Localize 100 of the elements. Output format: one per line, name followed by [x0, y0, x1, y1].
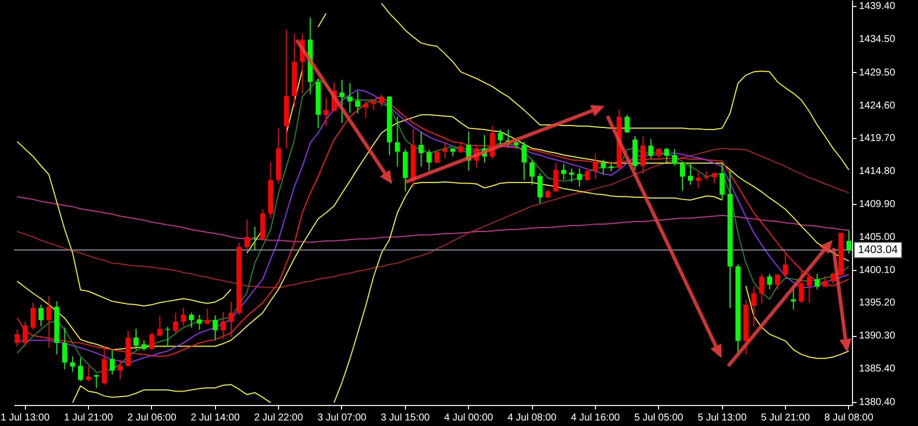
candlestick: [434, 149, 440, 164]
candlestick: [830, 272, 836, 284]
candlestick: [78, 357, 84, 382]
candlestick: [149, 332, 154, 350]
candlestick: [790, 288, 796, 310]
candlestick: [339, 79, 344, 124]
candlestick: [46, 295, 52, 348]
candlestick: [584, 168, 590, 182]
candlestick: [70, 356, 76, 372]
candlestick: [569, 168, 574, 182]
candlestick: [141, 340, 146, 351]
candlestick: [228, 301, 234, 338]
candlestick: [648, 138, 654, 159]
candlestick: [38, 304, 44, 327]
candlestick: [672, 148, 678, 166]
candlestick: [498, 129, 503, 147]
x-tick-label: 8 Jul 08:00: [824, 412, 874, 424]
candlestick: [363, 100, 368, 119]
candlestick: [522, 141, 527, 180]
candlestick: [14, 329, 20, 347]
candlestick: [181, 308, 186, 326]
candlestick: [530, 159, 535, 186]
candlestick: [418, 132, 424, 167]
candlestick: [640, 136, 646, 174]
candlestick: [664, 147, 670, 163]
candlestick: [782, 253, 788, 278]
candlestick: [600, 159, 606, 175]
y-tick-label: 1390.30: [859, 330, 896, 342]
candlestick: [22, 320, 28, 347]
candlestick: [806, 272, 812, 304]
x-tick-label: 2 Jul 22:00: [254, 412, 304, 424]
x-tick-label: 1 Jul 21:00: [64, 412, 114, 424]
y-tick-label: 1400.10: [859, 264, 896, 276]
candlestick: [347, 82, 352, 114]
y-tick-label: 1414.80: [859, 166, 896, 178]
candlestick: [688, 162, 693, 186]
candlestick: [624, 114, 630, 134]
x-tick-label: 3 Jul 07:00: [317, 412, 367, 424]
candlestick: [814, 273, 820, 290]
candlestick: [696, 170, 701, 188]
x-tick-label: 5 Jul 05:00: [634, 412, 684, 424]
candlestick: [553, 162, 558, 192]
candlestick: [426, 149, 432, 171]
candlestick: [561, 163, 566, 180]
x-tick-label: 1 Jul 13:00: [0, 412, 50, 424]
y-tick-label: 1429.50: [859, 67, 896, 78]
candlestick: [712, 172, 717, 184]
x-tick-label: 5 Jul 21:00: [761, 412, 810, 424]
candlestick: [244, 218, 250, 250]
candlestick: [577, 168, 582, 188]
candlestick: [30, 302, 36, 330]
candlestick: [204, 308, 210, 324]
y-tick-label: 1409.90: [859, 199, 896, 210]
ref-line-label: 1403.04: [854, 242, 902, 258]
x-tick-label: 4 Jul 16:00: [570, 412, 620, 424]
y-tick-label: 1424.60: [859, 100, 896, 112]
candlestick: [537, 172, 542, 204]
candlestick: [220, 312, 226, 340]
x-tick-label: 3 Jul 15:00: [380, 412, 430, 424]
candlestick: [720, 162, 725, 200]
x-tick-label: 2 Jul 14:00: [190, 412, 240, 424]
candlestick: [759, 273, 764, 304]
candlestick: [751, 286, 756, 327]
candlestick: [371, 99, 376, 111]
candlestick: [86, 365, 91, 382]
candlestick: [680, 161, 685, 192]
candlestick: [212, 314, 218, 341]
y-tick-label: 1395.20: [859, 298, 896, 309]
candlestick: [157, 316, 162, 336]
candlestick: [94, 374, 99, 388]
candlestick: [656, 148, 662, 159]
y-tick-label: 1419.70: [859, 133, 896, 144]
candlestick: [188, 312, 194, 328]
candlestick: [379, 94, 384, 108]
y-tick-label: 1434.50: [859, 34, 896, 45]
candlestick: [608, 161, 614, 172]
y-tick-label: 1439.40: [859, 1, 896, 12]
candlestick: [110, 349, 115, 375]
y-tick-label: 1405.00: [859, 232, 896, 243]
candlestick: [767, 273, 772, 290]
candlestick: [173, 312, 178, 334]
candlestick: [846, 230, 852, 254]
candlestick: [798, 269, 804, 304]
y-tick-label: 1380.40: [859, 396, 896, 408]
x-tick-label: 4 Jul 08:00: [508, 412, 557, 424]
candlestick: [775, 274, 780, 290]
x-tick-label: 2 Jul 06:00: [127, 412, 177, 424]
candlestick: [133, 328, 138, 350]
candlestick: [324, 97, 329, 127]
y-tick-label: 1385.40: [859, 363, 896, 374]
candlestick: [592, 153, 598, 180]
candlestick: [458, 141, 464, 154]
candlestick: [118, 359, 123, 380]
line-series: [16, 148, 850, 288]
candlestick: [442, 142, 448, 159]
x-tick-label: 5 Jul 13:00: [698, 412, 747, 424]
x-tick-label: 4 Jul 00:00: [444, 412, 494, 424]
candlestick: [196, 314, 202, 330]
candlestick: [394, 116, 400, 167]
candlestick: [355, 90, 360, 114]
